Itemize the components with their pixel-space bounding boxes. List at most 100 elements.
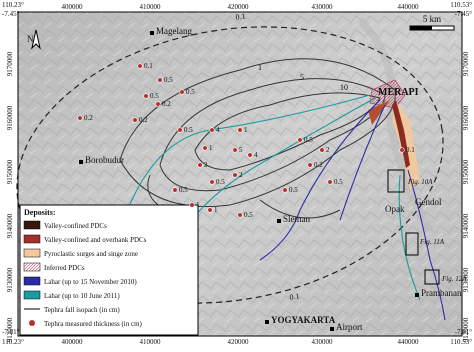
legend-swatch — [23, 262, 41, 272]
isopach-label: 0.1 — [235, 11, 246, 22]
thickness-marker — [237, 127, 243, 133]
thickness-marker — [155, 101, 161, 107]
place-marker — [277, 219, 281, 223]
north: N — [27, 34, 34, 44]
thickness-marker — [209, 179, 215, 185]
x-tick-label: 430000 — [312, 338, 334, 346]
thickness-marker — [319, 147, 325, 153]
corner-coordinate: -7.81° — [455, 328, 473, 336]
x-tick-label: 420000 — [228, 3, 250, 11]
thickness-marker — [399, 147, 405, 153]
isopach-outer — [16, 26, 444, 304]
thickness-label: 0.5 — [289, 186, 298, 194]
y-tick-label: 9170000 — [462, 51, 470, 76]
place-marker — [79, 160, 83, 164]
thickness-marker — [202, 145, 208, 151]
thickness-label: 0.5 — [186, 88, 195, 96]
thickness-marker — [137, 63, 143, 69]
scale-label: 5 km — [423, 14, 441, 24]
relief — [357, 17, 434, 233]
legend-swatch — [23, 234, 41, 244]
thickness-label: 0.5 — [179, 186, 188, 194]
place-label: YOGYAKARTA — [271, 315, 336, 325]
thickness-label: 0.5 — [244, 211, 253, 219]
thickness-label: 2 — [239, 171, 243, 179]
thickness-marker — [209, 127, 215, 133]
thickness-label: 0.5 — [164, 76, 173, 84]
legend-label: Tephra fall isopach (in cm) — [44, 306, 120, 314]
y-tick-label: 9140000 — [462, 213, 470, 238]
thickness-label: 0.5 — [304, 136, 313, 144]
legend-swatch — [23, 220, 41, 230]
thickness-label: 0.2 — [139, 116, 148, 124]
x-tick-label: 440000 — [398, 338, 420, 346]
x-tick-label: 410000 — [140, 338, 162, 346]
frame — [17, 11, 463, 337]
thickness-label: 5 — [239, 146, 243, 154]
thickness-marker — [179, 89, 185, 95]
thickness-label: 0.2 — [162, 100, 171, 108]
thickness-label: 0.5 — [150, 92, 159, 100]
place-marker — [265, 320, 269, 324]
place-label: MERAPI — [378, 87, 419, 98]
place-label: Prambanan — [421, 288, 462, 298]
scale-bar — [409, 25, 455, 31]
thickness-label: 0.5 — [216, 178, 225, 186]
thickness-label: 4 — [216, 126, 220, 134]
thickness-marker — [157, 77, 163, 83]
y-tick-label: 9120000 — [6, 317, 14, 342]
fig-box — [405, 232, 419, 256]
thickness-marker — [143, 93, 149, 99]
y-tick-label: 9140000 — [6, 213, 14, 238]
legend-swatch — [23, 248, 41, 258]
thickness-marker — [189, 202, 195, 208]
thickness-label: 1 — [244, 126, 248, 134]
thickness-label: 0.5 — [334, 178, 343, 186]
thickness-marker — [327, 179, 333, 185]
x-tick-label: 440000 — [398, 3, 420, 11]
thickness-marker — [197, 162, 203, 168]
thickness-label: 1 — [209, 144, 213, 152]
isopach-label: 5 — [300, 73, 304, 82]
corner-coordinate: 110.23° — [2, 338, 24, 346]
fig-box — [387, 169, 405, 193]
y-tick-label: 9130000 — [6, 267, 14, 292]
legend-swatch — [23, 276, 41, 286]
thickness-label: 0.2 — [84, 114, 93, 122]
isopach-label: 1 — [258, 63, 262, 72]
y-tick-label: 9160000 — [6, 105, 14, 130]
thickness-label: 1 — [214, 206, 218, 214]
y-tick-label: 9170000 — [6, 51, 14, 76]
legend-label: Lahar (up to 15 November 2010) — [44, 278, 137, 286]
x-tick-label: 400000 — [62, 3, 84, 11]
corner-coordinate: -7.45° — [2, 10, 20, 18]
legend-swatch — [23, 290, 41, 300]
thickness-marker — [237, 212, 243, 218]
isopach-label: 0.1 — [289, 291, 300, 302]
place-marker — [415, 293, 419, 297]
corner-coordinate: 110.53° — [450, 1, 472, 9]
thickness-label: 2 — [326, 146, 330, 154]
thickness-label: 1 — [196, 201, 200, 209]
fig-box — [424, 269, 440, 285]
place-label: Opak — [385, 204, 405, 214]
legend — [19, 204, 199, 336]
thickness-label: 2 — [204, 161, 208, 169]
figure-ref: Fig. 10A — [407, 178, 433, 186]
legend-label: Tephra measured thickness (in cm) — [44, 320, 143, 328]
legend-title: Deposits: — [24, 208, 56, 217]
place-label: Magelang — [156, 26, 192, 36]
x-tick-label: 400000 — [62, 338, 84, 346]
figure-ref: Fig. 11A — [419, 238, 445, 246]
y-tick-label: 9150000 — [462, 159, 470, 184]
y-tick-label: 9130000 — [462, 267, 470, 292]
thickness-marker — [77, 115, 83, 121]
y-tick-label: 9120000 — [462, 317, 470, 342]
thickness-marker — [232, 147, 238, 153]
thickness-marker — [172, 187, 178, 193]
corner-coordinate: 110.53° — [450, 338, 472, 346]
thickness-marker — [282, 187, 288, 193]
isopach — [119, 58, 396, 208]
legend-label: Valley-confined and overbank PDCs — [44, 236, 147, 244]
